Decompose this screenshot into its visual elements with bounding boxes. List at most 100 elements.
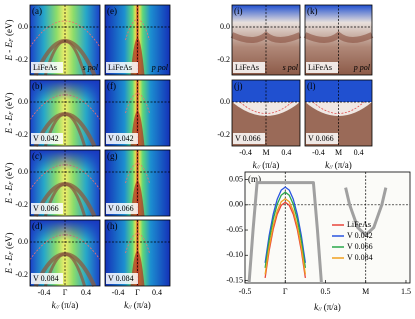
axis-title-main: k	[314, 302, 319, 312]
axis-title-main: k	[325, 160, 330, 170]
axis-title-unit: (π/a)	[333, 160, 352, 170]
reference-band	[344, 187, 388, 237]
polarization-label: p pol	[151, 63, 169, 72]
x-tick-label: 0.4	[281, 148, 291, 157]
axis-title-unit: (π/a)	[322, 302, 341, 312]
legend-label: V 0.084	[347, 253, 373, 262]
axis-title-sub: F	[9, 38, 15, 43]
y-tick-label: -0.2	[15, 270, 28, 279]
axis-title-sub: //	[55, 305, 61, 311]
legend-label: V 0.042	[347, 231, 373, 240]
x-tick-label: 0.4	[81, 288, 91, 297]
panel-label: (c)	[32, 151, 42, 161]
axis-title-sub: //	[256, 165, 262, 171]
sample-label: V 0.042	[33, 134, 59, 143]
calc-band	[29, 20, 101, 48]
reference-band	[247, 181, 323, 283]
axis-title-unit: (π/a)	[132, 300, 151, 310]
sample-box	[31, 133, 63, 144]
sample-box	[106, 133, 138, 144]
panel-label: (k)	[307, 6, 318, 16]
x-tick-label: -0.4	[38, 288, 51, 297]
panel-label: (m)	[248, 174, 261, 184]
axis-title-main: E - E	[4, 254, 14, 274]
axis-title-unit: (eV)	[4, 93, 14, 112]
sample-label: LiFeAs	[308, 63, 332, 72]
sample-label: V 0.066	[33, 204, 59, 213]
y-tick-label: -0.2	[15, 55, 28, 64]
band-line	[264, 201, 307, 279]
axis-title: k// (π/a)	[253, 160, 280, 171]
panel-label: (d)	[32, 221, 43, 231]
panel-label: (e)	[107, 6, 117, 16]
y-tick-label: 0.0	[220, 22, 230, 31]
band-line	[264, 191, 307, 268]
x-tick-label: -0.4	[112, 288, 125, 297]
x-tick-label: M	[335, 148, 342, 157]
axis-title-unit: (π/a)	[59, 300, 78, 310]
x-tick-label: 0.4	[152, 288, 162, 297]
sample-box	[31, 62, 63, 73]
axis-title: E - EF (eV)	[4, 93, 15, 135]
sample-label: V 0.042	[108, 134, 134, 143]
axis-title: E - EF (eV)	[4, 163, 15, 205]
sample-box	[31, 203, 63, 214]
sample-label: V 0.066	[235, 134, 261, 143]
sample-label: V 0.084	[33, 274, 59, 283]
calc-band	[29, 94, 101, 120]
axis-title: E - EF (eV)	[4, 20, 15, 62]
sample-label: V 0.084	[108, 274, 134, 283]
axis-title-unit: (eV)	[4, 233, 14, 252]
panel-label: (j)	[234, 81, 243, 91]
x-tick-label: Γ	[283, 287, 288, 296]
axis-title-sub: //	[317, 307, 323, 313]
sample-label: LiFeAs	[108, 63, 132, 72]
y-tick-label: -0.05	[226, 225, 243, 234]
axis-title-main: k	[124, 300, 129, 310]
axis-title: E - EF (eV)	[4, 233, 15, 275]
y-tick-label: 0.0	[18, 167, 28, 176]
sample-label: LiFeAs	[235, 63, 259, 72]
above-ef	[30, 80, 100, 100]
y-tick-label: -0.2	[217, 55, 230, 64]
y-tick-label: -0.15	[226, 275, 243, 284]
polarization-label: p pol	[353, 63, 371, 72]
sample-box	[306, 133, 338, 144]
axis-title-unit: (eV)	[4, 163, 14, 182]
y-tick-label: -0.2	[15, 200, 28, 209]
y-tick-label: 0.00	[229, 200, 243, 209]
axis-title-sub: F	[9, 181, 15, 186]
sample-box	[106, 62, 138, 73]
panel-label: (a)	[32, 6, 42, 16]
panel-label: (b)	[32, 81, 43, 91]
panel-label: (g)	[107, 151, 118, 161]
axis-title: k// (π/a)	[124, 300, 151, 311]
sample-label: LiFeAs	[33, 63, 57, 72]
sample-box	[106, 273, 138, 284]
sample-label: V 0.066	[308, 134, 334, 143]
legend-label: V 0.066	[347, 242, 373, 251]
polarization-label: s pol	[283, 63, 299, 72]
y-tick-label: -0.2	[15, 130, 28, 139]
sample-box	[306, 62, 338, 73]
polarization-label: s pol	[83, 63, 99, 72]
legend-label: LiFeAs	[347, 220, 371, 229]
panel-label: (l)	[307, 81, 316, 91]
axis-title-sub: F	[9, 251, 15, 256]
y-tick-label: 0.0	[18, 97, 28, 106]
axis-title-sub: F	[9, 111, 15, 116]
sample-box	[233, 62, 265, 73]
axis-title-main: k	[52, 300, 57, 310]
sample-box	[233, 133, 265, 144]
x-tick-label: Γ	[63, 288, 68, 297]
x-tick-label: M	[262, 148, 269, 157]
sample-box	[106, 203, 138, 214]
y-tick-label: 0.05	[229, 174, 243, 183]
band-line	[264, 198, 307, 275]
axis-title: k// (π/a)	[325, 160, 352, 171]
axis-title-main: E - E	[4, 114, 14, 134]
x-tick-label: 0.4	[354, 148, 364, 157]
axis-title-unit: (eV)	[4, 20, 14, 39]
panel-label: (f)	[107, 81, 116, 91]
